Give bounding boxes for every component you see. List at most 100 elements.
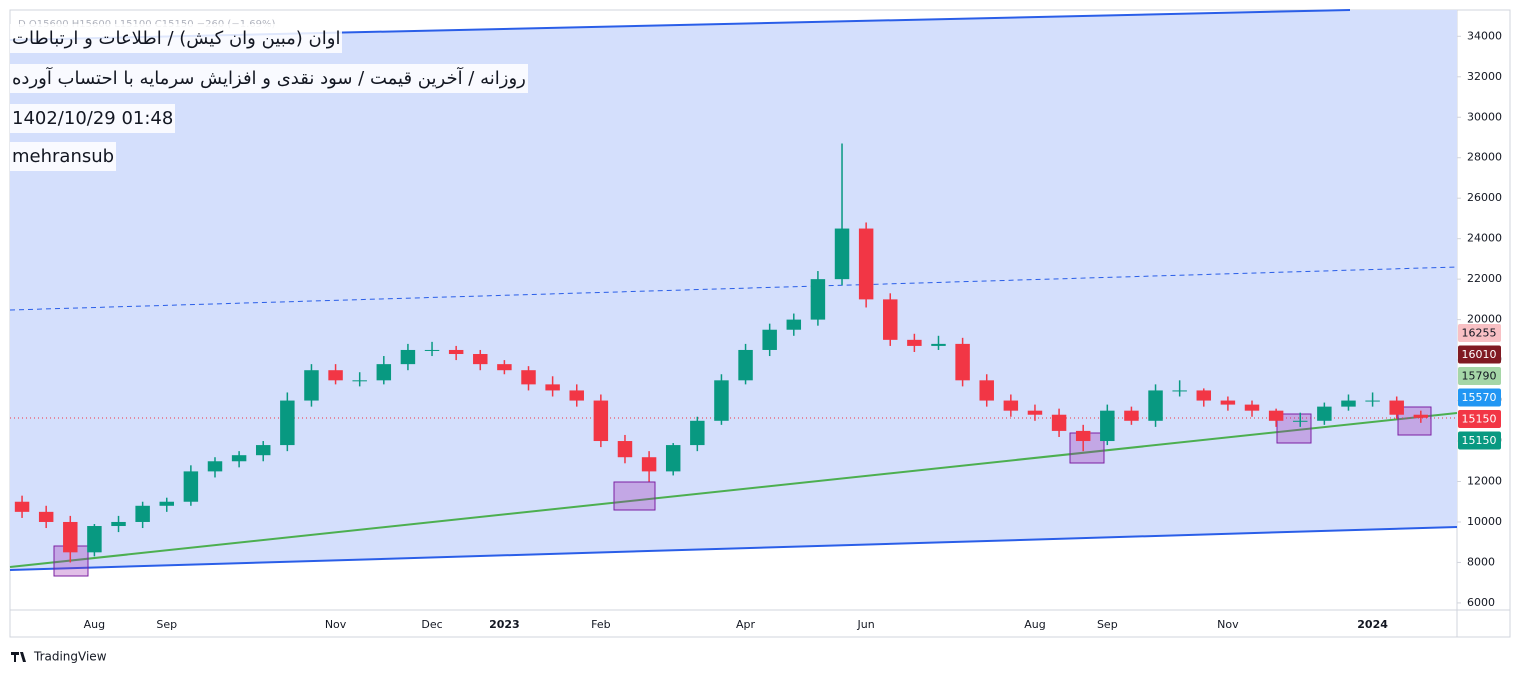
candle-body bbox=[1413, 414, 1429, 418]
price-label: 16010 bbox=[1462, 348, 1497, 361]
candle-body bbox=[1027, 410, 1043, 415]
y-tick-label: 24000 bbox=[1467, 232, 1502, 245]
candle-body bbox=[931, 343, 946, 346]
x-tick-label: Nov bbox=[325, 618, 347, 631]
candle-body bbox=[786, 319, 802, 330]
channel-bottom bbox=[9, 526, 1458, 571]
candle-body bbox=[400, 349, 416, 365]
candle-body bbox=[87, 526, 102, 553]
y-tick-label: 6000 bbox=[1467, 596, 1495, 609]
candle-body bbox=[738, 349, 753, 381]
candle-body bbox=[1293, 420, 1308, 422]
chart-title: اوان (مبین وان کیش) / اطلاعات و ارتباطات bbox=[10, 24, 343, 53]
y-tick-label: 34000 bbox=[1467, 29, 1502, 42]
price-label: 15150 bbox=[1462, 413, 1497, 426]
candle-body bbox=[1365, 400, 1380, 402]
candle-body bbox=[1075, 430, 1091, 442]
candle-body bbox=[858, 228, 874, 300]
candle-body bbox=[1244, 404, 1260, 411]
candle-body bbox=[641, 457, 657, 472]
price-label-bg bbox=[1458, 431, 1501, 450]
x-tick-label: Nov bbox=[1217, 618, 1239, 631]
candle-body bbox=[762, 329, 777, 350]
candle-body bbox=[810, 279, 826, 320]
x-tick-label: Aug bbox=[1024, 618, 1045, 631]
price-label-bg bbox=[1458, 367, 1501, 385]
x-tick-label: Sep bbox=[1097, 618, 1118, 631]
candle-body bbox=[883, 299, 898, 340]
candle-body bbox=[1172, 390, 1187, 392]
y-tick-label: 22000 bbox=[1467, 272, 1502, 285]
price-label-bg bbox=[1458, 345, 1501, 364]
candle-body bbox=[1341, 400, 1356, 407]
brand-logo bbox=[11, 652, 26, 662]
candle-body bbox=[834, 228, 850, 280]
price-label-bg bbox=[1458, 388, 1501, 407]
candle-body bbox=[1196, 390, 1212, 401]
channel-mid bbox=[9, 266, 1458, 311]
candle-body bbox=[1268, 410, 1284, 421]
y-tick-label: 26000 bbox=[1467, 191, 1502, 204]
candle-body bbox=[448, 349, 464, 355]
candle-body bbox=[907, 339, 922, 346]
x-tick-label: 2024 bbox=[1357, 618, 1388, 631]
candle-body bbox=[280, 400, 295, 446]
candle-body bbox=[690, 420, 705, 446]
channel-fill bbox=[10, 10, 1457, 570]
candle-body bbox=[1051, 414, 1067, 431]
candle-body bbox=[376, 364, 392, 381]
x-tick-label: 2023 bbox=[489, 618, 520, 631]
candle-body bbox=[665, 445, 681, 472]
candle-body bbox=[207, 461, 223, 472]
candle-body bbox=[328, 370, 343, 381]
candle-body bbox=[714, 380, 729, 421]
candle-body bbox=[14, 501, 30, 512]
chart-author: mehransub bbox=[10, 142, 117, 171]
candle-body bbox=[135, 505, 150, 522]
candle-body bbox=[255, 445, 271, 456]
y-tick-label: 32000 bbox=[1467, 70, 1502, 83]
brand: TradingView bbox=[33, 650, 107, 664]
candle-body bbox=[1124, 410, 1139, 421]
x-tick-label: Feb bbox=[591, 618, 610, 631]
price-label: 15150 bbox=[1462, 434, 1497, 447]
candle-body bbox=[979, 380, 994, 401]
candle-body bbox=[955, 343, 970, 381]
candle-body bbox=[1148, 390, 1163, 421]
y-tick-label: 30000 bbox=[1467, 110, 1502, 123]
trend-line bbox=[9, 412, 1458, 568]
chart-subtitle: روزانه / آخرین قیمت / سود نقدی و افزایش … bbox=[10, 64, 528, 93]
candle-body bbox=[1317, 406, 1332, 421]
candle-body bbox=[424, 349, 440, 351]
candle-body bbox=[497, 364, 512, 371]
candle-body bbox=[231, 455, 247, 462]
candle-body bbox=[521, 370, 536, 385]
candle-body bbox=[1389, 400, 1404, 415]
y-tick-label: 20000 bbox=[1467, 313, 1502, 326]
x-tick-label: Apr bbox=[736, 618, 756, 631]
candle-body bbox=[352, 380, 367, 382]
candle-body bbox=[63, 521, 78, 553]
price-label: 15790 bbox=[1462, 370, 1497, 383]
candle-body bbox=[304, 370, 319, 401]
candle-body bbox=[545, 384, 560, 391]
y-tick-label: 8000 bbox=[1467, 555, 1495, 568]
price-label: 15570 bbox=[1462, 391, 1497, 404]
candle-body bbox=[569, 390, 584, 401]
x-tick-label: Jun bbox=[857, 618, 875, 631]
candle-body bbox=[1100, 410, 1115, 442]
candle-body bbox=[1220, 400, 1236, 405]
chart-date: 1402/10/29 01:48 bbox=[10, 104, 176, 133]
candle-body bbox=[617, 441, 633, 458]
y-tick-label: 28000 bbox=[1467, 151, 1502, 164]
y-tick-label: 10000 bbox=[1467, 515, 1502, 528]
price-label-bg bbox=[1458, 410, 1501, 428]
candle-body bbox=[159, 501, 174, 506]
candle-body bbox=[183, 471, 199, 502]
candle-body bbox=[38, 511, 54, 522]
candle-body bbox=[111, 521, 126, 527]
box bbox=[613, 481, 656, 511]
x-tick-label: Aug bbox=[84, 618, 105, 631]
